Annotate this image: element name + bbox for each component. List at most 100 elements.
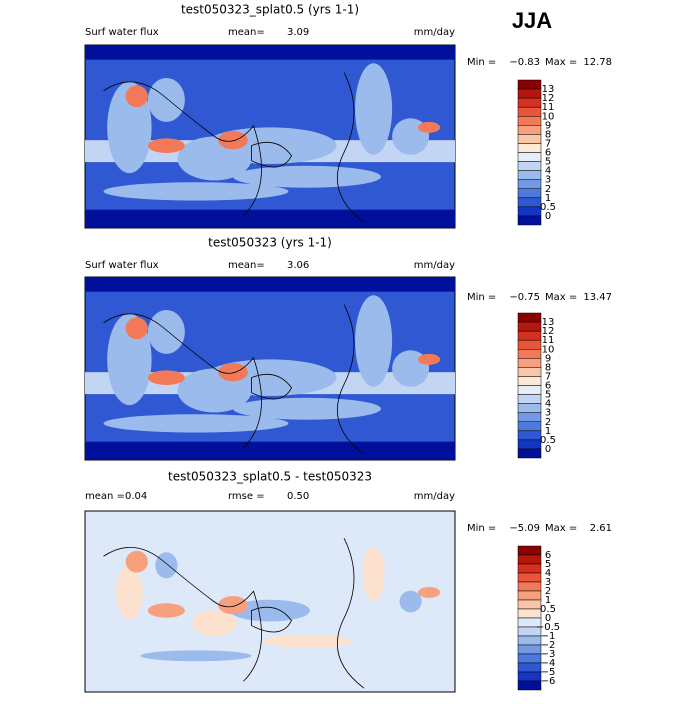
- colorbar-box: [517, 330, 542, 341]
- stat-value: 3.06: [287, 260, 309, 271]
- map-background: [84, 510, 456, 693]
- colorbar-box: [517, 358, 542, 368]
- map-region: [147, 77, 185, 122]
- colorbar-box: [517, 644, 542, 655]
- map-polar: [85, 209, 455, 228]
- colorbar-label: 8: [545, 129, 551, 140]
- panel-title: test050323_splat0.5 (yrs 1-1): [181, 3, 359, 17]
- colorbar-box: [517, 394, 542, 404]
- map-high: [218, 131, 248, 150]
- map-region: [147, 309, 185, 354]
- stat-label: mean =: [85, 491, 125, 502]
- colorbar-box: [517, 116, 542, 126]
- colorbar-label: −6: [541, 676, 556, 687]
- colorbar-box: [517, 430, 542, 441]
- map-region: [103, 414, 289, 433]
- colorbar-label: 9: [545, 120, 551, 131]
- variable-label: Surf water flux: [85, 260, 159, 271]
- map-high: [147, 138, 185, 153]
- colorbar-box: [517, 179, 542, 189]
- colorbar-label: 11: [542, 102, 555, 113]
- variable-label: Surf water flux: [85, 27, 159, 38]
- colorbar-label: 0: [545, 444, 551, 455]
- map-anomaly: [116, 565, 143, 620]
- colorbar-box: [517, 106, 542, 117]
- colorbar-label: 6: [545, 148, 551, 159]
- colorbar-label: 5: [545, 390, 551, 401]
- colorbar-box: [517, 143, 542, 153]
- colorbar-box: [517, 88, 542, 99]
- colorbar-box: [517, 367, 542, 377]
- map-anomaly: [218, 596, 248, 615]
- colorbar-label: 6: [545, 550, 551, 561]
- max-label: Max =: [545, 292, 577, 303]
- panel-title: test050323 (yrs 1-1): [208, 236, 332, 250]
- map-anomaly: [399, 590, 422, 613]
- units-label: mm/day: [414, 27, 455, 38]
- colorbar-box: [517, 349, 542, 359]
- map-anomaly: [362, 547, 385, 602]
- min-label: Min =: [467, 57, 496, 68]
- colorbar-label: 7: [545, 138, 551, 149]
- colorbar-label: 4: [545, 568, 551, 579]
- colorbar-label: 7: [545, 371, 551, 382]
- colorbar-box: [517, 206, 542, 217]
- colorbar-label: 13: [542, 84, 555, 95]
- colorbar-box: [517, 152, 542, 162]
- map-high: [125, 85, 148, 108]
- map-region: [103, 182, 289, 201]
- map-high: [418, 121, 441, 133]
- colorbar-label: 5: [545, 559, 551, 570]
- colorbar-box: [517, 563, 542, 574]
- colorbar-label: 13: [542, 317, 555, 328]
- min-value: −0.83: [509, 57, 540, 68]
- colorbar-box: [517, 554, 542, 565]
- map-polar: [85, 45, 455, 60]
- colorbar-box: [517, 439, 542, 450]
- colorbar-box: [517, 680, 542, 691]
- colorbar-box: [517, 545, 542, 556]
- coastline: [103, 304, 365, 455]
- max-value: 13.47: [583, 292, 612, 303]
- map-anomaly: [155, 552, 178, 579]
- map-region: [355, 295, 393, 387]
- map-anomaly: [125, 550, 148, 573]
- colorbar-label: 1: [545, 193, 551, 204]
- units-label: mm/day: [414, 260, 455, 271]
- max-value: 12.78: [583, 57, 612, 68]
- min-value: −0.75: [509, 292, 540, 303]
- colorbar-label: −4: [541, 658, 556, 669]
- stat-label: rmse =: [228, 491, 265, 502]
- colorbar-label: −3: [541, 649, 556, 660]
- colorbar-box: [517, 581, 542, 592]
- colorbar-box: [517, 635, 542, 646]
- colorbar-box: [517, 97, 542, 108]
- map-high: [218, 363, 248, 382]
- min-label: Min =: [467, 292, 496, 303]
- colorbar-box: [517, 662, 542, 673]
- colorbar-label: 1: [545, 426, 551, 437]
- colorbar-label: 0.5: [540, 435, 556, 446]
- colorbar-box: [517, 134, 542, 144]
- colorbar-box: [517, 339, 542, 350]
- colorbar-box: [517, 403, 542, 413]
- colorbar-box: [517, 321, 542, 332]
- map-anomaly: [230, 599, 310, 622]
- max-label: Max =: [545, 57, 577, 68]
- units-label: mm/day: [414, 491, 455, 502]
- map-region: [233, 165, 381, 188]
- min-value: −5.09: [509, 523, 540, 534]
- colorbar-box: [517, 421, 542, 432]
- colorbar-box: [517, 599, 542, 610]
- map-polar: [85, 441, 455, 460]
- colorbar-label: 0: [545, 613, 551, 624]
- map-anomaly: [140, 650, 252, 662]
- colorbar-label: 3: [545, 408, 551, 419]
- colorbar-box: [517, 385, 542, 395]
- map-polar: [85, 277, 455, 292]
- map-high: [418, 353, 441, 365]
- colorbar-box: [517, 608, 542, 619]
- colorbar-box: [517, 671, 542, 682]
- map-anomaly: [192, 610, 237, 637]
